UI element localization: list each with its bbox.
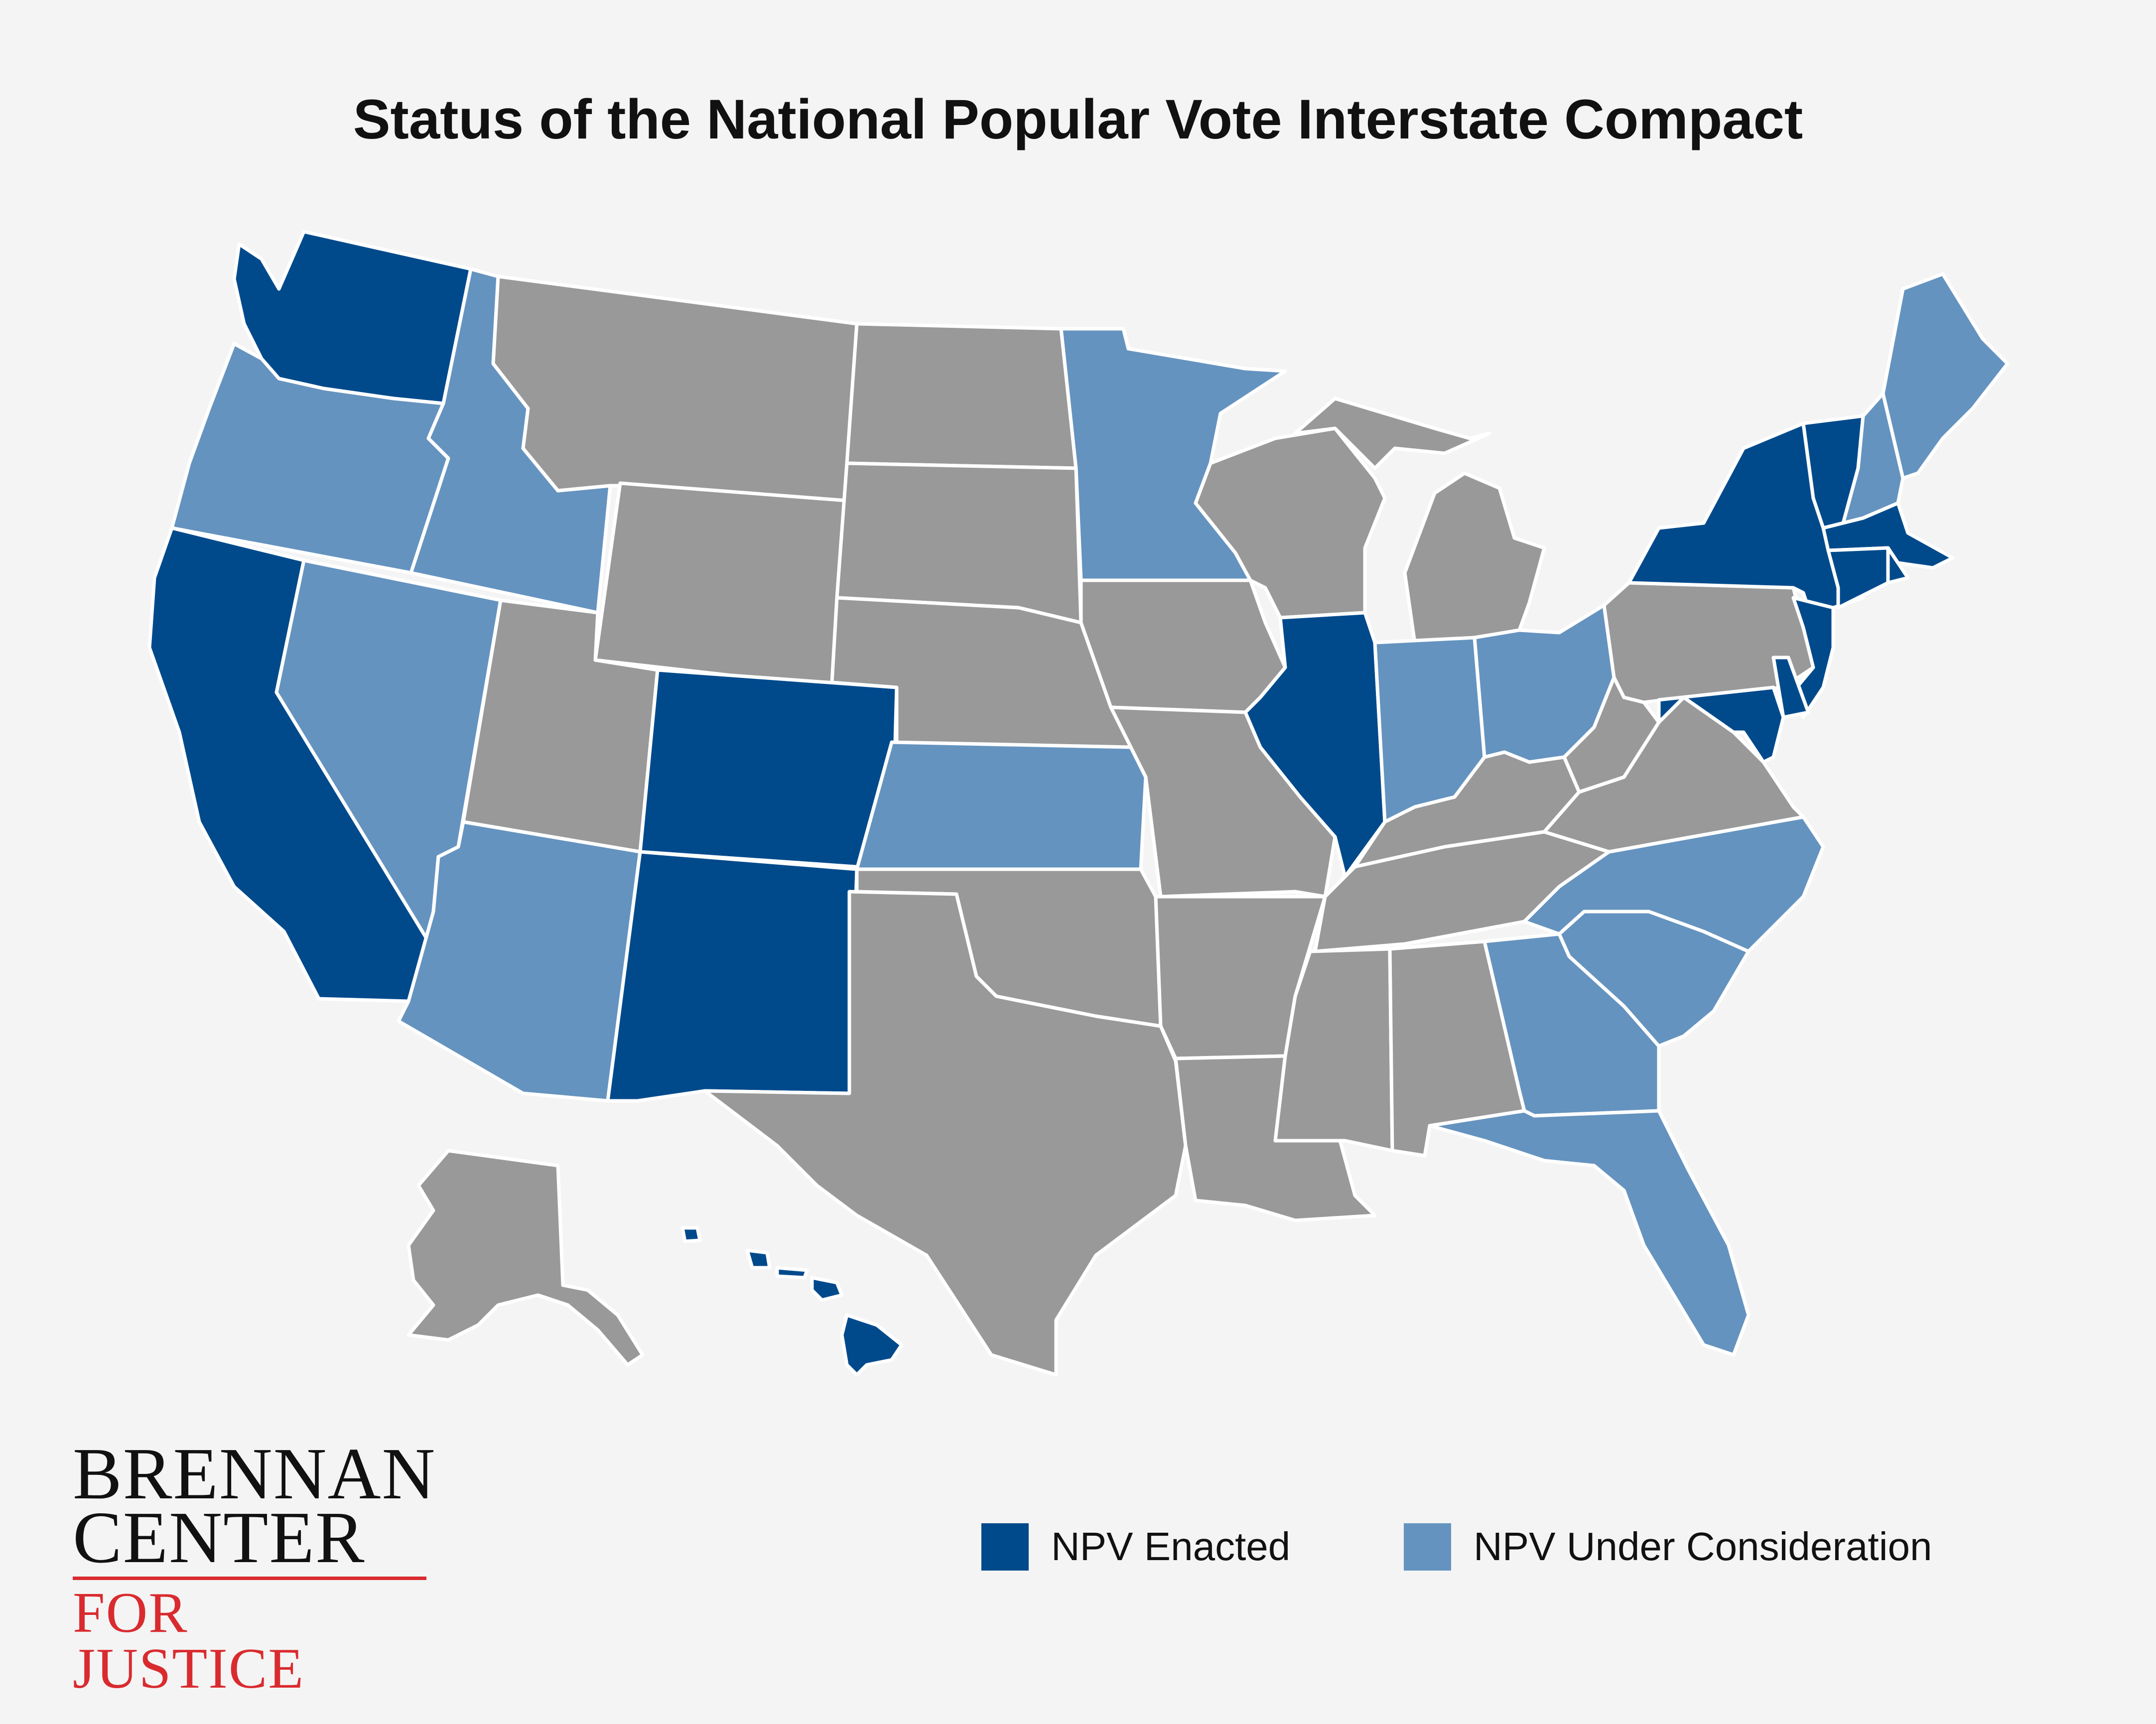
state-me[interactable] <box>1881 272 2010 480</box>
state-mi-up[interactable] <box>1293 397 1491 470</box>
state-hi-maui[interactable] <box>810 1276 844 1302</box>
state-ia[interactable] <box>1079 578 1287 714</box>
logo-line-brennan: BRENNAN <box>73 1433 436 1515</box>
state-wy[interactable] <box>593 481 849 689</box>
state-hi-big[interactable] <box>840 1313 904 1377</box>
logo-line-for-justice: FOR JUSTICE <box>73 1581 305 1701</box>
legend-item-under-consideration: NPV Under Consideration <box>1404 1522 1932 1572</box>
legend-label-enacted: NPV Enacted <box>1051 1524 1291 1569</box>
state-tx[interactable] <box>703 890 1188 1377</box>
state-fl[interactable] <box>1428 1109 1751 1357</box>
state-mt[interactable] <box>491 274 859 503</box>
brennan-center-logo: BRENNAN CENTER FOR JUSTICE <box>73 1433 436 1701</box>
state-nc[interactable] <box>1522 815 1825 953</box>
legend-swatch-under-consideration <box>1404 1523 1451 1571</box>
legend-swatch-enacted <box>981 1523 1029 1571</box>
state-co[interactable] <box>638 668 899 871</box>
state-il[interactable] <box>1243 611 1387 879</box>
state-nd[interactable] <box>845 322 1078 470</box>
state-mi[interactable] <box>1403 471 1546 645</box>
state-hi-oahu[interactable] <box>745 1248 772 1270</box>
legend-item-enacted: NPV Enacted <box>981 1522 1290 1572</box>
logo-divider <box>73 1577 426 1580</box>
state-ri[interactable] <box>1886 546 1910 585</box>
state-de[interactable] <box>1771 656 1810 719</box>
logo-line-center: CENTER <box>73 1497 366 1579</box>
state-ak[interactable] <box>406 1149 645 1367</box>
state-ct[interactable] <box>1826 546 1890 610</box>
state-nm[interactable] <box>606 850 859 1103</box>
state-md[interactable] <box>1657 685 1785 764</box>
state-hi-molokai[interactable] <box>775 1266 809 1280</box>
map-title: Status of the National Popular Vote Inte… <box>353 88 1803 150</box>
legend-label-under-consideration: NPV Under Consideration <box>1474 1524 1932 1569</box>
state-hi-kauai[interactable] <box>680 1226 702 1243</box>
state-ks[interactable] <box>855 740 1148 871</box>
